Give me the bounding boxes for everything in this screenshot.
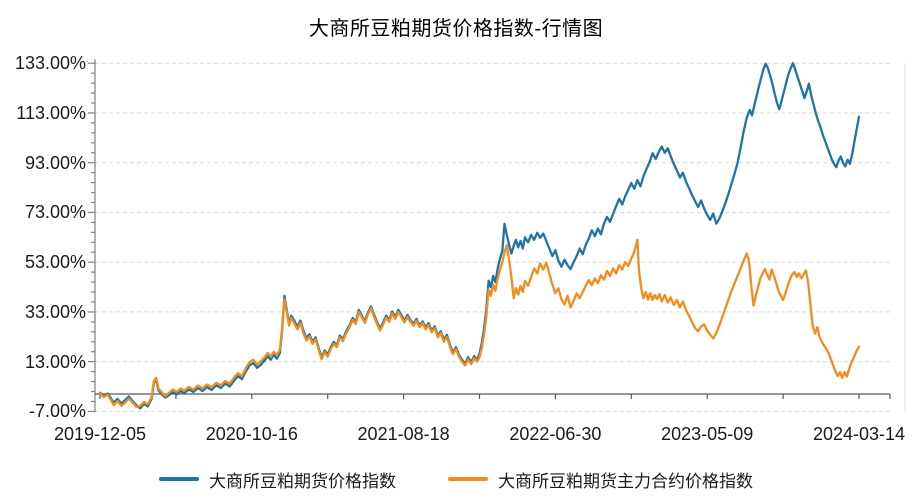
legend-line-swatch-blue xyxy=(159,477,199,481)
chart-title: 大商所豆粕期货价格指数-行情图 xyxy=(308,18,604,40)
chart-legend: 大商所豆粕期货价格指数 大商所豆粕期货主力合约价格指数 xyxy=(0,466,912,492)
y-tick-label: 113.00% xyxy=(16,102,86,123)
x-tick-label: 2021-08-18 xyxy=(357,424,450,444)
legend-label-main-contract-index: 大商所豆粕期货主力合约价格指数 xyxy=(498,471,753,491)
y-tick-label: 73.00% xyxy=(24,202,86,223)
y-tick-label: 13.00% xyxy=(24,351,86,372)
x-tick-label: 2020-10-16 xyxy=(205,424,298,444)
y-tick-label: 53.00% xyxy=(24,252,86,273)
y-tick-label: 93.00% xyxy=(24,152,86,173)
y-tick-label: 133.00% xyxy=(14,53,86,74)
y-tick-label: -7.00% xyxy=(28,401,86,422)
y-tick-label: 33.00% xyxy=(24,301,86,322)
x-tick-label: 2024-03-14 xyxy=(812,424,906,444)
legend-item-main-contract-index: 大商所豆粕期货主力合约价格指数 xyxy=(448,467,753,492)
x-tick-label: 2022-06-30 xyxy=(509,424,602,444)
x-tick-label: 2023-05-09 xyxy=(661,424,754,444)
legend-label-price-index: 大商所豆粕期货价格指数 xyxy=(209,471,396,491)
x-tick-label: 2019-12-05 xyxy=(53,424,147,444)
legend-item-price-index: 大商所豆粕期货价格指数 xyxy=(159,467,396,492)
series-line-0 xyxy=(98,62,861,410)
series-line-1 xyxy=(98,238,861,409)
legend-line-swatch-orange xyxy=(448,477,488,481)
